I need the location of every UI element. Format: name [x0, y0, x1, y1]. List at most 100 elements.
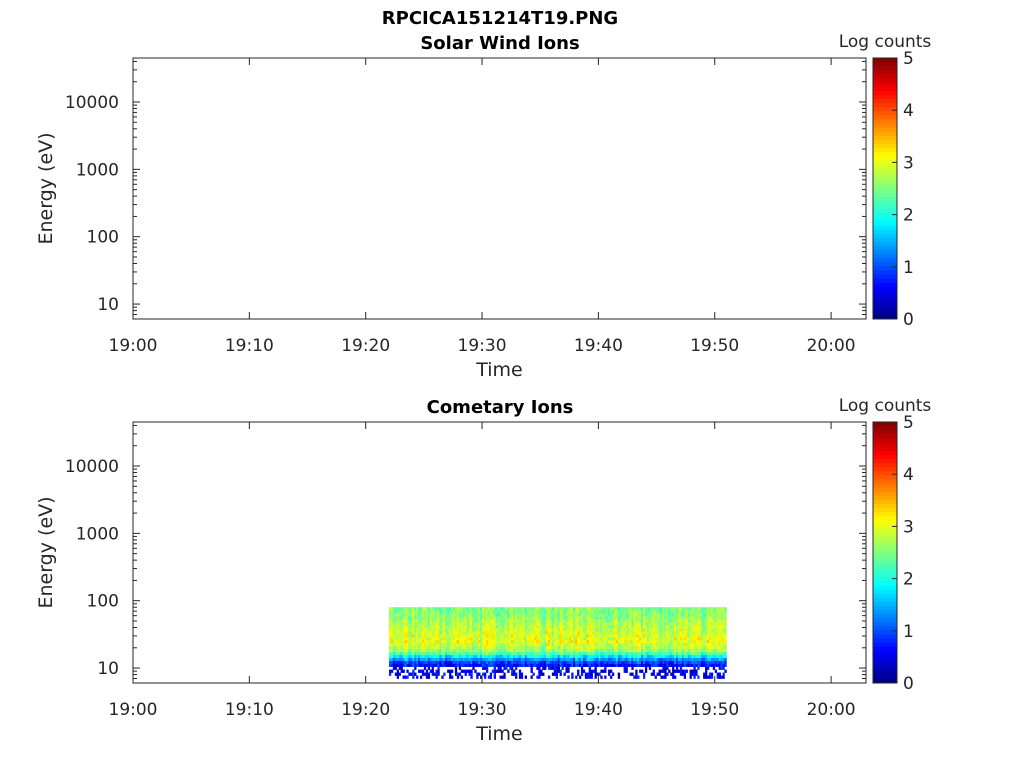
spectrogram-cell	[416, 613, 419, 617]
spectrogram-cell	[419, 630, 423, 635]
spectrogram-cell	[536, 648, 539, 653]
spectrogram-cell	[710, 639, 714, 644]
spectrogram-cell	[491, 654, 495, 659]
spectrogram-cell	[412, 663, 415, 667]
spectrogram-cell	[708, 639, 712, 644]
spectrogram-cell	[511, 630, 514, 635]
spectrogram-cell	[431, 648, 434, 653]
spectrogram-cell	[454, 672, 458, 676]
spectrogram-cell	[505, 628, 508, 632]
spectrogram-cell	[501, 660, 504, 664]
spectrogram-cell	[497, 613, 500, 617]
spectrogram-cell	[648, 660, 652, 664]
spectrogram-cell	[718, 663, 721, 667]
spectrogram-cell	[706, 607, 710, 611]
spectrogram-cell	[656, 628, 659, 632]
spectrogram-cell	[720, 616, 723, 620]
spectrogram-cell	[555, 616, 559, 620]
spectrogram-cell	[672, 633, 675, 638]
axes-box	[132, 57, 867, 320]
spectrogram-cell	[544, 645, 547, 650]
spectrogram-cell	[495, 654, 498, 659]
spectrogram-cell	[718, 639, 721, 644]
spectrogram-cell	[637, 633, 640, 638]
spectrogram-cell	[421, 672, 425, 676]
spectrogram-cell	[400, 616, 403, 620]
x-tick-label: 19:30	[458, 700, 507, 720]
spectrogram-cell	[433, 619, 436, 623]
spectrogram-cell	[482, 619, 485, 623]
spectrogram-cell	[658, 651, 661, 656]
spectrogram-cell	[542, 636, 545, 641]
spectrogram-cell	[712, 636, 716, 641]
spectrogram-cell	[449, 672, 452, 676]
spectrogram-cell	[580, 639, 584, 644]
spectrogram-cell	[433, 645, 436, 650]
spectrogram-cell	[681, 645, 685, 650]
spectrogram-cell	[472, 622, 475, 626]
spectrogram-cell	[615, 630, 619, 635]
spectrogram-cell	[536, 651, 539, 656]
colorbar-swatch	[873, 302, 897, 308]
colorbar-swatch	[873, 306, 897, 312]
spectrogram-cell	[551, 654, 555, 659]
spectrogram-cell	[598, 636, 601, 641]
spectrogram-cell	[480, 675, 483, 679]
spectrogram-cell	[501, 669, 504, 673]
spectrogram-cell	[600, 660, 603, 664]
spectrogram-cell	[414, 672, 417, 676]
spectrogram-cell	[712, 654, 716, 659]
spectrogram-cell	[613, 648, 617, 653]
spectrogram-cell	[573, 613, 576, 617]
spectrogram-cell	[503, 628, 506, 632]
spectrogram-cell	[518, 672, 522, 676]
spectrogram-cell	[464, 672, 467, 676]
spectrogram-cell	[619, 648, 623, 653]
spectrogram-cell	[654, 625, 657, 629]
spectrogram-cell	[608, 672, 611, 676]
x-tick-label: 20:00	[807, 700, 856, 720]
colorbar-swatch	[873, 274, 897, 279]
spectrogram-cell	[516, 648, 520, 653]
spectrogram-cell	[390, 642, 394, 647]
spectrogram-cell	[652, 663, 655, 667]
spectrogram-cell	[427, 645, 431, 650]
spectrogram-cell	[493, 633, 496, 638]
spectrogram-cell	[705, 607, 708, 611]
spectrogram-cell	[697, 660, 700, 664]
spectrogram-cell	[516, 607, 520, 611]
spectrogram-cell	[447, 616, 450, 620]
spectrogram-cell	[404, 660, 407, 664]
spectrogram-cell	[668, 651, 671, 656]
spectrogram-cell	[483, 625, 487, 629]
spectrogram-cell	[586, 616, 590, 620]
colorbar-swatch	[873, 605, 897, 610]
spectrogram-cell	[718, 657, 721, 662]
spectrogram-cell	[718, 622, 721, 626]
spectrogram-cell	[546, 616, 549, 620]
colorbar-swatch	[873, 164, 897, 169]
spectrogram-cell	[429, 654, 432, 659]
spectrogram-cell	[478, 613, 481, 617]
spectrogram-cell	[563, 622, 566, 626]
spectrogram-cell	[526, 619, 529, 623]
spectrogram-cell	[672, 616, 675, 620]
spectrogram-cell	[592, 607, 595, 611]
spectrogram-cell	[650, 610, 654, 614]
spectrogram-cell	[456, 675, 460, 679]
spectrogram-cell	[623, 636, 626, 641]
spectrogram-cell	[505, 625, 508, 629]
spectrogram-cell	[611, 663, 615, 667]
spectrogram-cell	[706, 639, 710, 644]
spectrogram-cell	[526, 613, 529, 617]
spectrogram-cell	[592, 651, 595, 656]
spectrogram-cell	[724, 639, 727, 644]
spectrogram-cell	[480, 622, 483, 626]
spectrogram-cell	[493, 607, 496, 611]
spectrogram-cell	[423, 607, 427, 611]
spectrogram-cell	[445, 616, 448, 620]
spectrogram-cell	[445, 628, 448, 632]
spectrogram-cell	[454, 642, 458, 647]
spectrogram-cell	[588, 633, 591, 638]
spectrogram-cell	[594, 663, 597, 667]
